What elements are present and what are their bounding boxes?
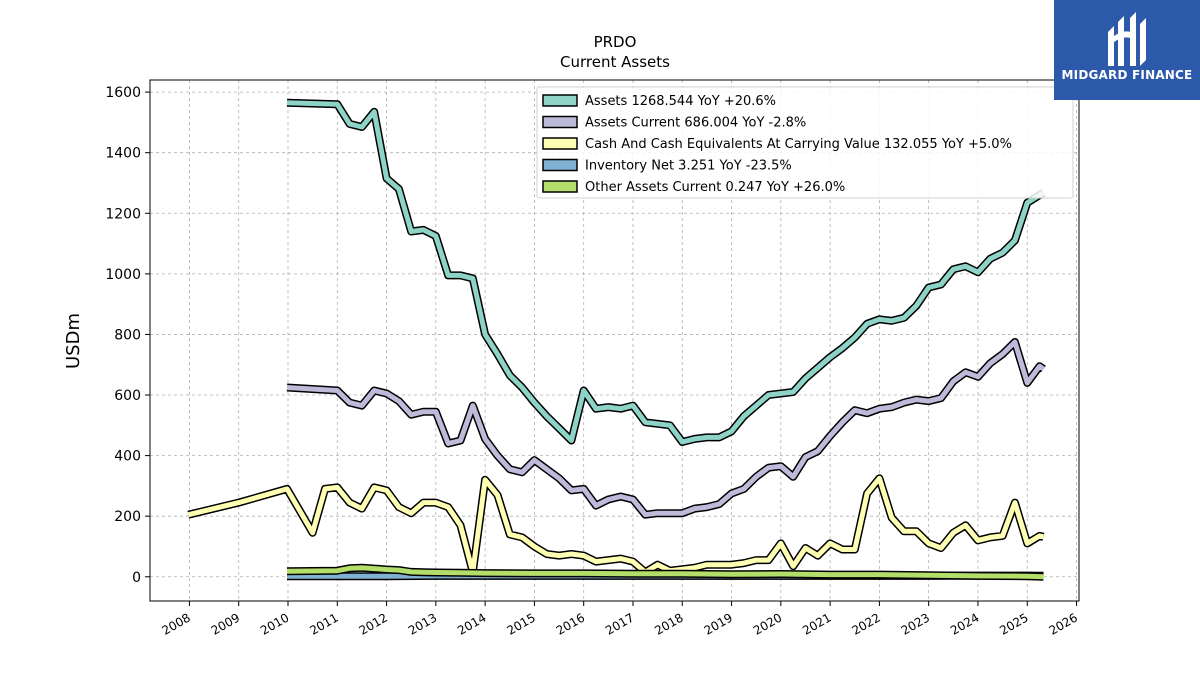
series-line-0 [286, 100, 1045, 445]
logo-wordmark: MIDGARD FINANCE [1061, 68, 1193, 82]
x-tick-label-10: 2018 [652, 610, 685, 637]
legend-swatch-1 [542, 115, 578, 129]
y-tick-label-1: 200 [114, 509, 141, 525]
series-line-4 [286, 565, 1044, 580]
x-tick-label-6: 2014 [455, 610, 488, 637]
legend-swatch-3 [542, 158, 578, 172]
x-tick-label-3: 2011 [307, 610, 340, 637]
legend-label-1: Assets Current 686.004 YoY -2.8% [585, 116, 806, 131]
y-tick-label-6: 1200 [105, 206, 141, 222]
series-line-2 [187, 475, 1045, 575]
y-tick-label-4: 800 [114, 327, 141, 343]
y-tick-label-7: 1400 [105, 146, 141, 162]
legend: Assets 1268.544 YoY +20.6% Assets Current… [536, 86, 1074, 199]
chart-subtitle: Current Assets [560, 53, 670, 71]
legend-label-4: Other Assets Current 0.247 YoY +26.0% [585, 180, 845, 195]
x-tick-label-5: 2013 [406, 610, 439, 637]
y-axis: 0 200 400 600 800 1000 1200 1400 1600 [105, 85, 150, 586]
y-tick-label-3: 600 [114, 388, 141, 404]
legend-label-0: Assets 1268.544 YoY +20.6% [585, 94, 776, 109]
x-tick-label-15: 2023 [899, 610, 932, 637]
legend-swatch-2 [542, 137, 578, 150]
x-tick-label-8: 2016 [554, 610, 587, 637]
y-tick-label-5: 1000 [105, 267, 141, 283]
legend-swatch-0 [542, 94, 578, 107]
x-tick-label-16: 2024 [948, 610, 981, 637]
series-layer [187, 98, 1046, 581]
x-axis: 2008 2009 2010 2011 2012 2013 2014 2015 2016 2017… [159, 601, 1080, 638]
chart-title: PRDO [594, 33, 637, 51]
midgard-monogram-icon [1108, 12, 1146, 66]
x-tick-label-18: 2026 [1047, 610, 1080, 637]
plot-frame [149, 79, 1080, 602]
x-tick-label-2: 2010 [258, 610, 291, 637]
legend-label-3: Inventory Net 3.251 YoY -23.5% [585, 159, 792, 174]
x-tick-label-1: 2009 [209, 610, 242, 637]
y-tick-label-0: 0 [132, 570, 141, 586]
x-tick-label-7: 2015 [504, 610, 537, 637]
x-tick-label-0: 2008 [159, 610, 192, 637]
x-tick-label-13: 2021 [800, 610, 833, 637]
legend-label-2: Cash And Cash Equivalents At Carrying Va… [585, 137, 1012, 152]
y-tick-label-2: 400 [114, 449, 141, 465]
legend-swatch-4 [542, 180, 578, 193]
x-tick-label-14: 2022 [849, 610, 882, 637]
series-line-1 [286, 339, 1045, 518]
y-tick-label-8: 1600 [105, 85, 141, 101]
x-tick-label-12: 2020 [751, 610, 784, 637]
legend-frame [536, 86, 1074, 199]
x-tick-label-11: 2019 [702, 610, 735, 637]
midgard-finance-logo: MIDGARD FINANCE [1054, 0, 1200, 100]
x-tick-label-9: 2017 [603, 610, 636, 637]
x-tick-label-4: 2012 [357, 610, 390, 637]
x-tick-label-17: 2025 [997, 610, 1030, 637]
y-axis-label: USDm [63, 313, 84, 369]
